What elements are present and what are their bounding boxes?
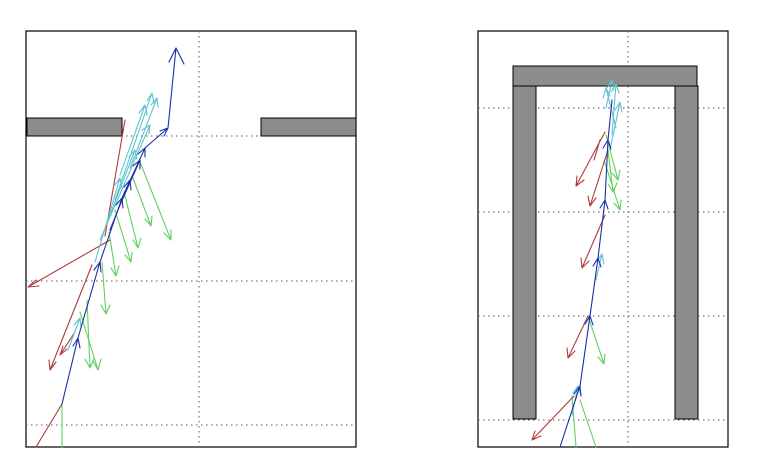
left-gap-wall-right (260, 117, 357, 137)
right-red-vector (566, 315, 589, 359)
left-light-blue-vector (67, 317, 82, 351)
right-vector-field (531, 79, 623, 448)
right-light-blue-vector (609, 101, 623, 151)
left-green-vector (114, 209, 133, 263)
left-green-vector (108, 231, 120, 277)
right-red-vector (593, 139, 601, 161)
right-green-vector (579, 399, 597, 448)
left-light-blue-vector (99, 124, 151, 241)
left-dark-blue-vector (109, 179, 132, 231)
right-green-vector (571, 395, 577, 448)
left-red-vector (48, 264, 93, 371)
left-red-vector (27, 239, 111, 288)
left-dark-blue-vector (167, 47, 185, 129)
left-red-vector (35, 403, 63, 448)
right-corridor-right-wall (674, 85, 699, 420)
right-green-vector (607, 149, 618, 193)
right-panel (477, 30, 729, 448)
left-green-vector (132, 177, 153, 227)
left-gap-wall-left (26, 117, 123, 137)
left-green-vector (123, 191, 142, 249)
left-panel-frame (25, 30, 357, 448)
left-red-vector (59, 331, 76, 356)
left-green-vector (84, 299, 95, 369)
right-red-vector (587, 149, 609, 207)
right-light-blue-vector (610, 83, 620, 136)
left-light-blue-vector (94, 177, 123, 263)
left-light-blue-vector (119, 104, 148, 176)
right-corridor-left-wall (512, 85, 537, 420)
right-green-vector (587, 315, 606, 365)
left-light-blue-vector (129, 97, 159, 169)
left-panel (25, 30, 357, 448)
right-dark-blue-vector (607, 99, 613, 141)
right-red-vector (531, 395, 575, 441)
left-green-vector (100, 261, 111, 315)
right-red-vector (580, 214, 606, 269)
left-vector-field (27, 47, 185, 448)
right-corridor-top-wall (512, 65, 698, 87)
left-green-vector (139, 161, 172, 241)
